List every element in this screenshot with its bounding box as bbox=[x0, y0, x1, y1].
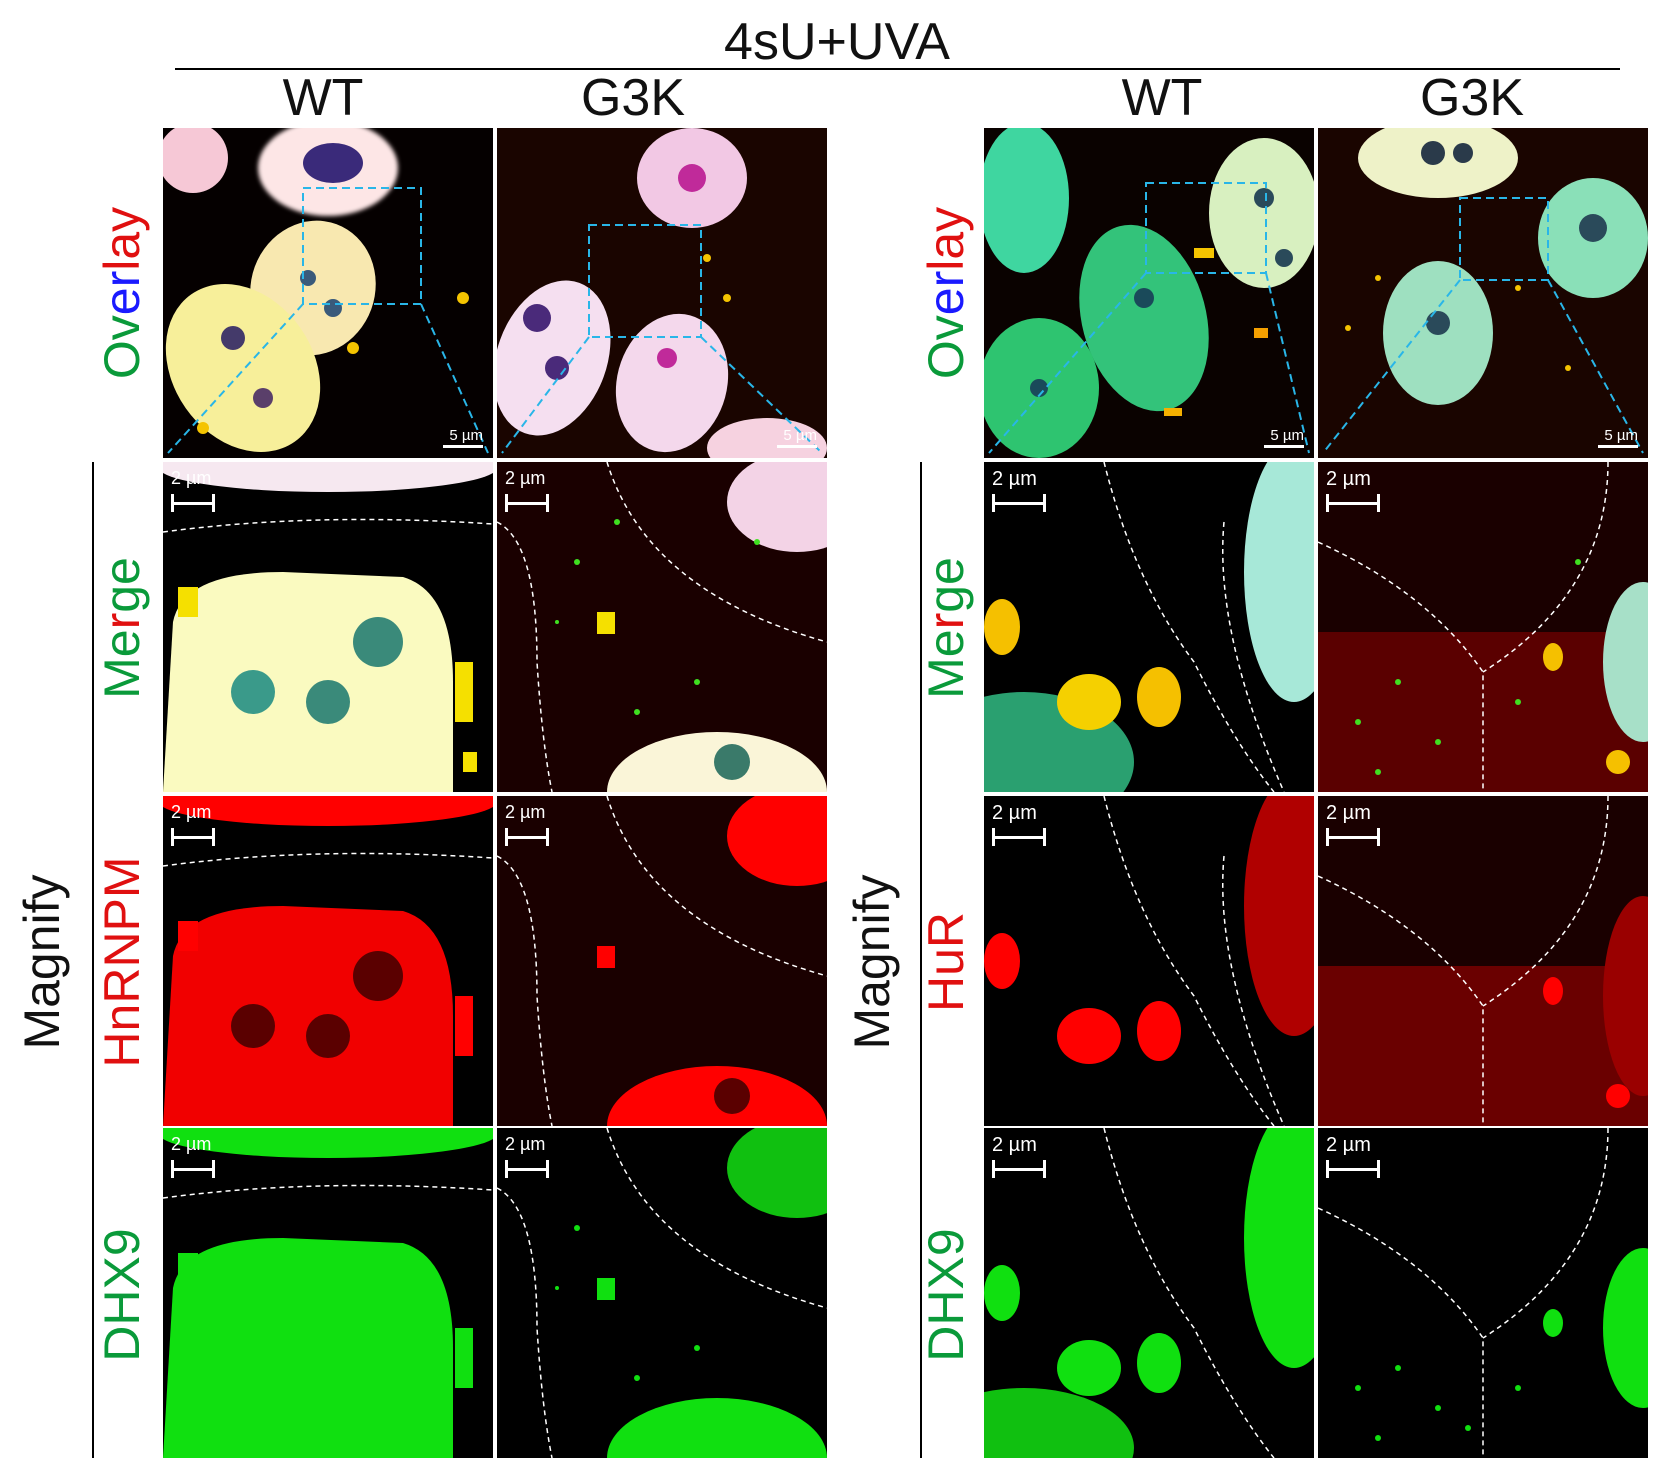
merge-part-green: Me bbox=[918, 629, 974, 699]
panel-merge-g3k-right: 2 µm bbox=[1318, 462, 1648, 792]
panel-merge-wt-left: 2 µm bbox=[163, 462, 493, 792]
row-label-merge-left: Merge bbox=[93, 557, 151, 699]
scalebar-2um-label: 2 µm bbox=[171, 1134, 212, 1154]
row-label-hnrnpm: HnRNPM bbox=[94, 856, 150, 1068]
panel-dhx9-g3k-left: 2 µm bbox=[497, 1128, 827, 1458]
scalebar-5um-label: 5 µm bbox=[1604, 427, 1638, 444]
scalebar-2um bbox=[1326, 494, 1380, 512]
scalebar-2um-label: 2 µm bbox=[992, 468, 1037, 490]
panel-dhx9-wt-right: 2 µm bbox=[984, 1128, 1314, 1458]
scalebar-2um bbox=[171, 494, 215, 512]
panel-hnrnpm-wt: 2 µm bbox=[163, 796, 493, 1126]
panel-hur-wt: 2 µm bbox=[984, 796, 1314, 1126]
overlay-part-blue: er bbox=[94, 270, 150, 316]
scalebar-2um bbox=[992, 494, 1046, 512]
panel-overlay-wt-left: 5 µm bbox=[163, 128, 493, 458]
scalebar-2um-label: 2 µm bbox=[1326, 1134, 1371, 1156]
merge-part-red: r bbox=[94, 612, 150, 630]
scalebar-2um-label: 2 µm bbox=[992, 1134, 1037, 1156]
scalebar-2um bbox=[171, 828, 215, 846]
scalebar-2um-label: 2 µm bbox=[505, 1134, 546, 1154]
col-header-g3k-right: G3K bbox=[1419, 69, 1525, 127]
row-label-dhx9-left: DHX9 bbox=[94, 1228, 150, 1362]
scalebar-2um-label: 2 µm bbox=[505, 468, 546, 488]
overlay-part-green: Ov bbox=[94, 315, 150, 380]
scalebar-2um bbox=[171, 1160, 215, 1178]
figure-title: 4sU+UVA bbox=[724, 13, 950, 71]
magnify-bracket-right bbox=[920, 462, 922, 1458]
panel-merge-wt-right: 2 µm bbox=[984, 462, 1314, 792]
row-label-hur: HuR bbox=[918, 911, 974, 1013]
panel-merge-g3k-left: 2 µm bbox=[497, 462, 827, 792]
scalebar-2um-label: 2 µm bbox=[1326, 802, 1371, 824]
scalebar-2um-label: 2 µm bbox=[505, 802, 546, 822]
merge-part-green: Me bbox=[94, 629, 150, 699]
panel-dhx9-wt-left: 2 µm bbox=[163, 1128, 493, 1458]
scalebar-5um bbox=[1598, 445, 1638, 448]
scalebar-5um bbox=[1264, 445, 1304, 448]
scalebar-2um-label: 2 µm bbox=[1326, 468, 1371, 490]
overlay-part-red: lay bbox=[918, 206, 974, 271]
merge-part-green2: ge bbox=[94, 557, 150, 613]
scalebar-2um bbox=[505, 494, 549, 512]
scalebar-5um-label: 5 µm bbox=[449, 427, 483, 444]
row-label-dhx9-right: DHX9 bbox=[918, 1228, 974, 1362]
panel-overlay-g3k-right: 5 µm bbox=[1318, 128, 1648, 458]
row-label-overlay-left: Overlay bbox=[93, 207, 151, 379]
panel-hur-g3k: 2 µm bbox=[1318, 796, 1648, 1126]
scalebar-2um bbox=[1326, 828, 1380, 846]
scalebar-5um-label: 5 µm bbox=[1270, 427, 1304, 444]
title-underline bbox=[175, 68, 1620, 70]
row-label-overlay-right: Overlay bbox=[917, 207, 975, 379]
scalebar-5um-label: 5 µm bbox=[783, 427, 817, 444]
scalebar-2um-label: 2 µm bbox=[171, 468, 212, 488]
scalebar-2um bbox=[992, 1160, 1046, 1178]
row-label-magnify-right: Magnify bbox=[844, 874, 900, 1050]
scalebar-2um bbox=[505, 1160, 549, 1178]
scalebar-2um-label: 2 µm bbox=[171, 802, 212, 822]
scalebar-2um-label: 2 µm bbox=[992, 802, 1037, 824]
panel-overlay-wt-right: 5 µm bbox=[984, 128, 1314, 458]
merge-part-green2: ge bbox=[918, 557, 974, 613]
row-label-merge-right: Merge bbox=[917, 557, 975, 699]
scalebar-5um bbox=[443, 445, 483, 448]
scalebar-2um bbox=[1326, 1160, 1380, 1178]
overlay-part-blue: er bbox=[918, 270, 974, 316]
col-header-wt-left: WT bbox=[282, 69, 364, 127]
panel-overlay-g3k-left: 5 µm bbox=[497, 128, 827, 458]
scalebar-2um bbox=[992, 828, 1046, 846]
panel-dhx9-g3k-right: 2 µm bbox=[1318, 1128, 1648, 1458]
panel-hnrnpm-g3k: 2 µm bbox=[497, 796, 827, 1126]
magnify-bracket-left bbox=[92, 462, 94, 1458]
scalebar-5um bbox=[777, 445, 817, 448]
overlay-part-red: lay bbox=[94, 206, 150, 271]
col-header-wt-right: WT bbox=[1121, 69, 1203, 127]
scalebar-2um bbox=[505, 828, 549, 846]
merge-part-red: r bbox=[918, 612, 974, 630]
col-header-g3k-left: G3K bbox=[580, 69, 686, 127]
row-label-magnify-left: Magnify bbox=[14, 874, 70, 1050]
overlay-part-green: Ov bbox=[918, 315, 974, 380]
